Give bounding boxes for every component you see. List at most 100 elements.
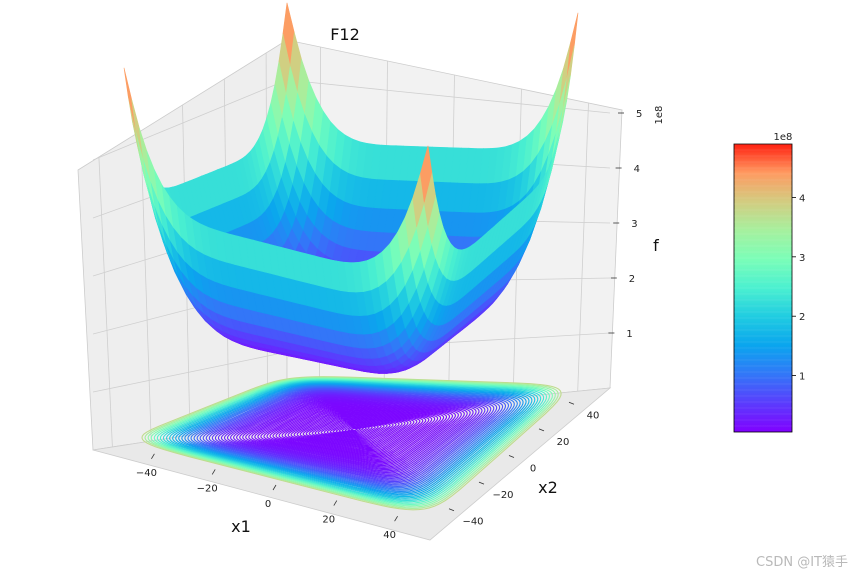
contour-line — [248, 399, 459, 467]
contour-line — [165, 380, 539, 500]
z-tick-label: 3 — [631, 219, 637, 230]
contour-line — [223, 393, 483, 477]
contour-line — [296, 411, 412, 450]
y-tick-mark — [448, 508, 455, 512]
contour-line — [326, 420, 382, 439]
z-tick-label: 1 — [626, 329, 632, 340]
x-tick-mark — [394, 515, 398, 522]
contour-line — [226, 394, 480, 475]
contour-line — [254, 400, 454, 465]
contour-line — [305, 414, 403, 446]
x-tick-label: 0 — [265, 499, 271, 510]
contour-line — [172, 382, 533, 498]
y-tick-mark — [538, 428, 545, 432]
y-tick-label: 40 — [587, 410, 600, 421]
x-tick-mark — [151, 453, 155, 460]
contour-line — [181, 384, 524, 494]
surface-patch — [420, 145, 433, 203]
contour-line — [208, 389, 498, 483]
contour-line — [162, 380, 542, 502]
watermark: CSDN @IT猿手 — [756, 555, 848, 570]
grid-line — [577, 102, 589, 392]
y-axis-label: x2 — [538, 478, 558, 497]
colorbar-tick-label: 2 — [799, 312, 805, 323]
colorbar-offset-label: 1e8 — [774, 132, 793, 143]
x-tick-label: −40 — [136, 468, 157, 479]
contour-line — [178, 383, 527, 495]
contour-line — [275, 406, 433, 457]
chart-title: F12 — [330, 25, 360, 44]
contour-line — [350, 428, 358, 431]
contour-line — [245, 398, 462, 468]
contour-line — [242, 397, 465, 469]
z-axis-label: f — [653, 236, 659, 255]
contour-line — [272, 405, 436, 458]
contour-line — [187, 385, 518, 491]
contour-line — [251, 400, 456, 466]
z-axis-offset-label: 1e8 — [654, 106, 665, 125]
contour-line — [278, 407, 430, 456]
contour-line — [284, 408, 424, 454]
grid-line — [92, 79, 288, 161]
contour-line — [190, 385, 515, 490]
contour-line — [175, 382, 530, 496]
contour-line — [239, 397, 468, 471]
contour-line — [266, 403, 442, 460]
colorbar: 1e8 1 2 3 4 — [733, 132, 805, 433]
contour-line — [338, 424, 370, 435]
contour-line — [323, 419, 385, 440]
z-tick-label: 5 — [636, 109, 642, 120]
y-tick-label: −40 — [462, 517, 483, 528]
contour-line — [211, 390, 495, 481]
y-tick-mark — [568, 401, 575, 405]
contour-line — [144, 376, 559, 510]
contour-line — [329, 421, 379, 438]
contour-line — [332, 422, 376, 437]
contour-line — [193, 386, 512, 489]
contour-line — [199, 387, 507, 486]
contour-line — [220, 392, 486, 478]
contour-line — [205, 389, 501, 484]
colorbar-tick-label: 1 — [799, 372, 805, 383]
contour-line — [233, 395, 474, 473]
contour-line — [236, 396, 471, 472]
x-axis-label: x1 — [231, 517, 251, 536]
contour-line — [260, 402, 448, 463]
z-axis-ticks: 1 2 3 4 5 — [608, 109, 642, 340]
contour-line — [320, 418, 388, 441]
contour-line — [341, 425, 367, 434]
y-tick-label: 20 — [557, 437, 570, 448]
contour-line — [214, 391, 492, 480]
colorbar-ticks: 1 2 3 4 — [792, 193, 805, 383]
x-tick-mark — [211, 469, 216, 475]
surface-patch — [123, 67, 136, 130]
contour-line — [317, 417, 391, 442]
contour-line — [335, 423, 373, 436]
x-tick-label: 20 — [322, 515, 335, 526]
x-tick-mark — [333, 500, 338, 506]
contour-line — [314, 417, 394, 443]
z-tick-label: 4 — [634, 164, 640, 175]
contour-line — [308, 415, 400, 445]
colorbar-bands — [734, 143, 792, 427]
y-tick-mark — [478, 481, 485, 485]
x-tick-label: −20 — [197, 483, 218, 494]
contour-line — [344, 426, 364, 433]
surface-plot — [123, 2, 579, 374]
contour-line — [169, 381, 536, 499]
y-tick-label: 0 — [530, 464, 536, 475]
contour-line — [257, 401, 451, 464]
contour-line — [347, 427, 361, 432]
contour-line — [299, 412, 409, 449]
contour-line — [184, 384, 521, 493]
y-axis-ticks: −40 −20 0 20 40 — [448, 401, 600, 528]
x-tick-mark — [272, 484, 277, 491]
contour-line — [302, 413, 406, 447]
contour-line — [263, 403, 445, 462]
contour-line — [281, 407, 427, 455]
colorbar-gradient — [733, 143, 793, 433]
contour-line — [269, 404, 439, 459]
y-tick-mark — [508, 455, 515, 458]
contour-line — [217, 392, 489, 479]
